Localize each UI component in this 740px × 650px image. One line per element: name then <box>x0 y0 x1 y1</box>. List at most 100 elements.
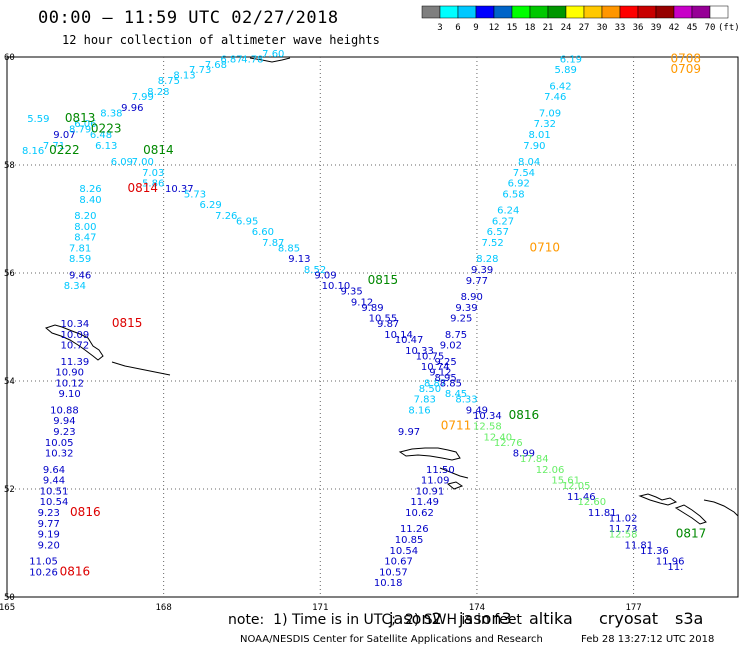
wave-height-label: 8.00 <box>74 222 96 233</box>
wave-height-label: 9.87 <box>377 319 399 330</box>
wave-height-label: 7.46 <box>544 92 566 103</box>
colorbar-swatch <box>475 5 495 19</box>
colorbar-tick-label: 42 <box>669 23 680 33</box>
wave-height-label: 4.78 <box>241 54 263 65</box>
wave-height-label: 9.89 <box>361 303 383 314</box>
wave-height-label: 6.29 <box>200 200 222 211</box>
colorbar-unit: (ft) <box>718 23 740 33</box>
wave-height-label: 9.35 <box>340 287 362 298</box>
colorbar: 3 6 9 12 15 18 21 24 27 30 33 36 39 42 45 70 (ft) <box>421 5 740 33</box>
legend-jason3: jason3 <box>459 609 512 628</box>
wave-height-label: 10.85 <box>395 535 424 546</box>
time-label: 0816 <box>509 408 540 422</box>
wave-height-label: 10.09 <box>61 330 90 341</box>
wave-height-label: 11.73 <box>609 524 638 535</box>
wave-height-label: 10.90 <box>55 368 84 379</box>
wave-height-label: 8.45 <box>445 389 467 400</box>
wave-height-label: 6.58 <box>502 189 524 200</box>
wave-height-label: 9.02 <box>440 341 462 352</box>
y-tick-label: 56 <box>4 269 15 279</box>
wave-height-label: 8.40 <box>79 195 101 206</box>
y-tick-label: 58 <box>4 161 15 171</box>
coastline-semichi-islands <box>446 481 464 490</box>
wave-height-label: 11.96 <box>656 557 685 568</box>
wave-height-label: 8.28 <box>147 87 169 98</box>
wave-height-label: 9.09 <box>314 270 336 281</box>
wave-height-label: 8.47 <box>74 233 96 244</box>
wave-height-label: 10.55 <box>369 314 398 325</box>
colorbar-tick-label: 45 <box>687 23 698 33</box>
wave-height-label: 5.73 <box>184 189 206 200</box>
wave-height-label: 6.57 <box>487 227 509 238</box>
wave-height-label: 8.50 <box>419 384 441 395</box>
wave-height-label: 5.59 <box>27 114 49 125</box>
legend-cryosat: cryosat <box>599 609 659 628</box>
colorbar-swatch <box>529 5 549 19</box>
time-label: 0813 <box>65 111 96 125</box>
wave-height-label: 9.25 <box>434 357 456 368</box>
wave-height-label: 9.46 <box>69 270 91 281</box>
colorbar-tick-label: 9 <box>473 23 478 33</box>
time-label: 0816 <box>70 505 101 519</box>
wave-height-label: 10.88 <box>50 405 79 416</box>
time-label: 0815 <box>112 316 143 330</box>
wave-height-label: 8.85 <box>278 243 300 254</box>
y-tick-label: 60 <box>4 53 15 63</box>
wave-height-label: 8.20 <box>74 211 96 222</box>
wave-height-label: 7.68 <box>205 60 227 71</box>
time-label: 0816 <box>60 564 91 578</box>
wave-height-label: 7.87 <box>262 238 284 249</box>
wave-height-label: 7.99 <box>132 92 154 103</box>
coastline-kiska <box>674 504 707 525</box>
wave-height-label: 11.26 <box>400 524 429 535</box>
time-label: 0222 <box>49 143 80 157</box>
colorbar-tick-label: 15 <box>507 23 518 33</box>
wave-height-label: 8.01 <box>528 130 550 141</box>
wave-height-label: 9.12 <box>351 297 373 308</box>
wave-height-label: 9.77 <box>38 519 60 530</box>
time-label: 0814 <box>127 181 158 195</box>
wave-height-label: 6.60 <box>252 227 274 238</box>
wave-height-label: 10.34 <box>61 319 90 330</box>
colorbar-tick-label: 27 <box>579 23 590 33</box>
coastline-attu-island <box>398 447 461 461</box>
wave-height-label: 9.13 <box>288 254 310 265</box>
colorbar-tick-label: 12 <box>489 23 500 33</box>
wave-height-label: 8.34 <box>64 281 86 292</box>
time-label: 0708 <box>671 51 702 65</box>
wave-height-label: 6.27 <box>492 216 514 227</box>
wave-height-label: 9.39 <box>455 303 477 314</box>
wave-height-label: 7.90 <box>523 141 545 152</box>
legend-jason2: jason2 <box>389 609 442 628</box>
time-label: 0815 <box>368 273 399 287</box>
wave-height-label: 9.96 <box>121 103 143 114</box>
wave-height-label: 10.12 <box>55 378 84 389</box>
wave-height-label: 10.34 <box>473 411 502 422</box>
wave-height-label: 8.75 <box>158 76 180 87</box>
coastline-medny-island <box>111 361 171 376</box>
wave-height-label: 7.60 <box>262 49 284 60</box>
wave-height-label: 7.71 <box>43 141 65 152</box>
wave-height-label: 8.38 <box>100 108 122 119</box>
wave-height-label: 10.33 <box>405 346 434 357</box>
wave-height-label: 9.97 <box>398 427 420 438</box>
wave-height-label: 7.03 <box>142 168 164 179</box>
wave-height-label: 8.16 <box>22 146 44 157</box>
legend-altika: altika <box>529 609 573 628</box>
colorbar-tick-label: 70 <box>705 23 716 33</box>
wave-height-label: 9.44 <box>43 476 65 487</box>
wave-height-label: 9.23 <box>53 427 75 438</box>
x-tick-label: 165 <box>0 603 15 613</box>
wave-height-label: 10.72 <box>61 341 90 352</box>
colorbar-swatch <box>637 5 657 19</box>
wave-height-label: 8.79 <box>69 125 91 136</box>
time-label: 0709 <box>671 62 702 76</box>
colorbar-swatch <box>421 5 441 19</box>
wave-height-label: 9.25 <box>450 314 472 325</box>
colorbar-tick-label: 3 <box>437 23 442 33</box>
plot-frame <box>6 56 739 598</box>
wave-height-label: 9.23 <box>38 508 60 519</box>
wave-height-label: 12.40 <box>483 432 512 443</box>
wave-height-label: 10.05 <box>45 438 74 449</box>
wave-height-label: 12.58 <box>473 422 502 433</box>
